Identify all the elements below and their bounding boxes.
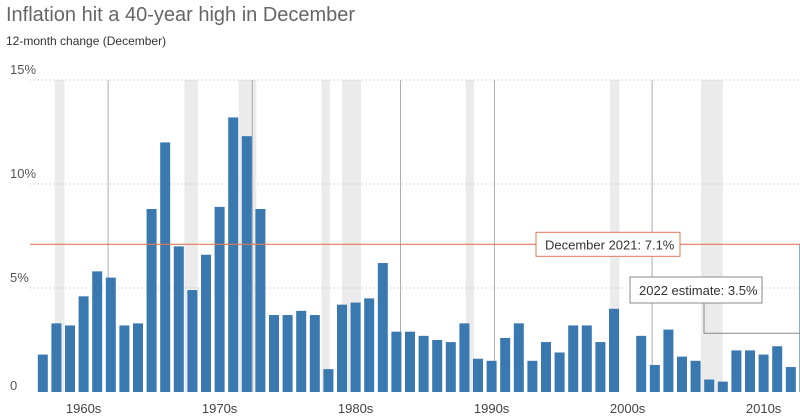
data-bar	[173, 246, 184, 392]
data-bar	[663, 329, 674, 392]
data-bar	[500, 337, 511, 392]
y-tick-label: 15%	[10, 62, 36, 77]
data-bar	[731, 350, 742, 392]
data-bar	[37, 354, 48, 392]
data-bar	[255, 208, 266, 392]
data-bar	[513, 323, 524, 392]
data-bar	[201, 254, 211, 392]
y-tick-label: 0	[10, 378, 17, 393]
recession-shading	[701, 80, 723, 392]
data-bar	[309, 315, 320, 392]
data-bar	[595, 342, 606, 392]
data-bar	[296, 310, 307, 392]
data-bar	[133, 323, 143, 392]
data-bar	[51, 323, 62, 392]
data-bar	[391, 331, 402, 392]
data-bar	[119, 325, 130, 392]
data-bar	[377, 263, 388, 392]
data-bar	[146, 208, 157, 392]
data-bar	[785, 367, 796, 392]
data-bar	[459, 323, 470, 392]
data-bar	[541, 342, 551, 392]
data-bar	[690, 360, 701, 392]
chart-subtitle: 12-month change (December)	[6, 34, 167, 48]
data-bar	[554, 352, 565, 392]
estimate-callout-label: 2022 estimate: 3.5%	[639, 283, 758, 298]
data-bar	[337, 304, 347, 392]
data-bar	[418, 335, 429, 392]
data-bar	[214, 206, 225, 392]
data-bar	[677, 356, 687, 392]
data-bar	[527, 360, 538, 392]
data-bar	[187, 290, 198, 392]
data-bar	[717, 381, 728, 392]
chart-title: Inflation hit a 40-year high in December	[6, 4, 356, 26]
data-bar	[581, 325, 592, 392]
data-bar	[92, 271, 103, 392]
y-tick-label: 10%	[10, 166, 36, 181]
estimate-connector	[703, 303, 800, 334]
y-tick-label: 5%	[10, 270, 29, 285]
recession-shading	[465, 80, 474, 392]
reference-callout-box	[535, 231, 681, 257]
data-bar	[568, 325, 579, 392]
data-bar	[745, 350, 755, 392]
data-bar	[405, 331, 415, 392]
data-bar	[105, 277, 116, 392]
data-bar	[473, 358, 483, 392]
x-tick-label: 1960s	[66, 401, 102, 416]
x-tick-label: 1980s	[338, 401, 374, 416]
data-bar	[78, 296, 89, 392]
data-bar	[432, 340, 443, 392]
recession-shading	[321, 80, 330, 392]
data-bar	[65, 325, 75, 392]
x-tick-label: 1970s	[202, 401, 238, 416]
x-tick-label: 2000s	[610, 401, 646, 416]
data-bar	[772, 346, 783, 392]
data-bar	[609, 308, 619, 392]
data-bar	[758, 354, 769, 392]
data-bar	[160, 142, 171, 392]
data-bar	[350, 302, 361, 392]
data-bar	[445, 342, 456, 392]
data-bar	[282, 315, 293, 392]
data-bar	[636, 335, 647, 392]
data-bar	[649, 364, 660, 392]
x-tick-label: 2010s	[746, 401, 782, 416]
data-bar	[364, 298, 375, 392]
recession-shading	[55, 80, 65, 392]
data-bar	[486, 360, 497, 392]
data-bar	[241, 136, 252, 392]
reference-callout-label: December 2021: 7.1%	[545, 237, 675, 252]
data-bar	[704, 379, 715, 392]
data-bar	[323, 369, 334, 392]
estimate-callout-box	[629, 276, 763, 304]
data-bar	[228, 117, 239, 392]
x-tick-label: 1990s	[474, 401, 510, 416]
data-bar	[269, 315, 279, 392]
